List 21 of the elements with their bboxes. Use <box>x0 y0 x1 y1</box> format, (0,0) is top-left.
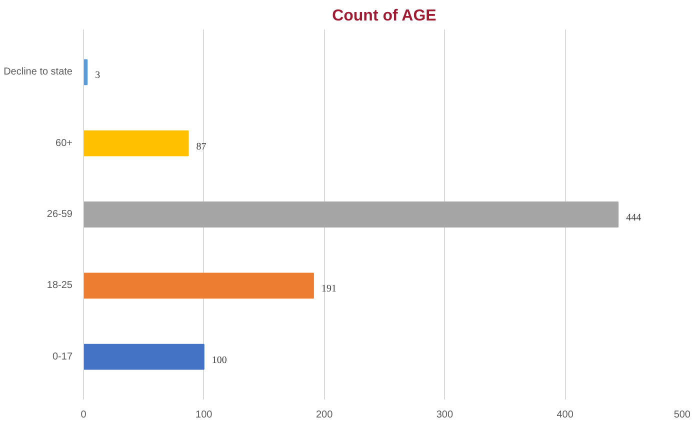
x-tick-label: 100 <box>196 410 213 420</box>
x-tick-label: 300 <box>436 410 454 420</box>
x-tick-label: 0 <box>80 410 87 420</box>
y-tick-label: 26-59 <box>46 209 73 220</box>
data-label: 191 <box>321 284 336 295</box>
data-label: 87 <box>196 141 206 152</box>
chart-title: Count of AGE <box>332 8 437 24</box>
x-tick-label: 200 <box>316 410 334 420</box>
y-tick-label: 18-25 <box>46 280 73 292</box>
x-tick-label: 500 <box>674 410 691 420</box>
x-tick-label: 400 <box>556 410 574 420</box>
data-label: 3 <box>95 70 100 82</box>
bar <box>84 344 204 370</box>
y-tick-label: 60+ <box>56 138 73 149</box>
data-label: 444 <box>626 212 642 224</box>
y-tick-label: Decline to state <box>4 66 73 78</box>
y-tick-label: 0-17 <box>52 351 73 362</box>
bar <box>84 130 189 156</box>
data-label: 100 <box>212 354 227 366</box>
bar <box>84 272 314 299</box>
bar <box>84 202 619 228</box>
